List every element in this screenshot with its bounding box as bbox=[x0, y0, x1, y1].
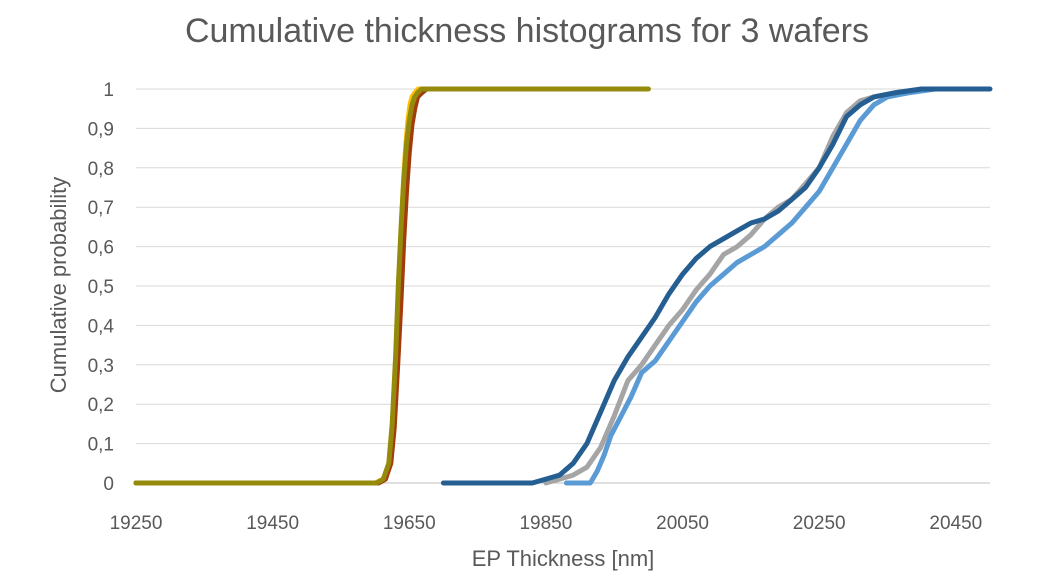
y-tick-label: 0,6 bbox=[88, 238, 114, 259]
x-axis-title: EP Thickness [nm] bbox=[472, 546, 655, 571]
y-tick-label: 0,7 bbox=[88, 198, 114, 219]
y-tick-label: 0,3 bbox=[88, 356, 114, 377]
series-line-6 bbox=[563, 86, 938, 486]
y-tick-label: 0,4 bbox=[88, 316, 115, 337]
y-axis-ticks: 0 0,1 0,2 0,3 0,4 0,5 0,6 0,7 0,8 0,9 1 bbox=[88, 80, 115, 495]
y-tick-label: 0,5 bbox=[88, 277, 114, 298]
gridlines bbox=[136, 88, 990, 484]
y-tick-label: 1 bbox=[103, 80, 114, 101]
y-tick-label: 0,9 bbox=[88, 119, 114, 140]
y-tick-label: 0 bbox=[103, 474, 114, 495]
x-tick-label: 19250 bbox=[110, 513, 163, 534]
y-tick-label: 0,8 bbox=[88, 159, 114, 180]
x-axis-ticks: 19250 19450 19650 19850 20050 20250 20450 bbox=[110, 513, 983, 534]
x-tick-label: 20450 bbox=[929, 513, 982, 534]
series-line-4 bbox=[133, 86, 651, 486]
series-line-5 bbox=[543, 86, 945, 486]
series-lines bbox=[133, 86, 993, 486]
y-tick-label: 0,1 bbox=[88, 435, 114, 456]
y-axis-title: Cumulative probability bbox=[46, 177, 71, 393]
series-line-7 bbox=[440, 86, 993, 486]
x-tick-label: 19850 bbox=[519, 513, 572, 534]
y-tick-label: 0,2 bbox=[88, 395, 114, 416]
x-tick-label: 20050 bbox=[656, 513, 709, 534]
chart-title: Cumulative thickness histograms for 3 wa… bbox=[185, 12, 869, 50]
x-tick-label: 19450 bbox=[246, 513, 299, 534]
x-tick-label: 20250 bbox=[793, 513, 846, 534]
x-tick-label: 19650 bbox=[383, 513, 436, 534]
